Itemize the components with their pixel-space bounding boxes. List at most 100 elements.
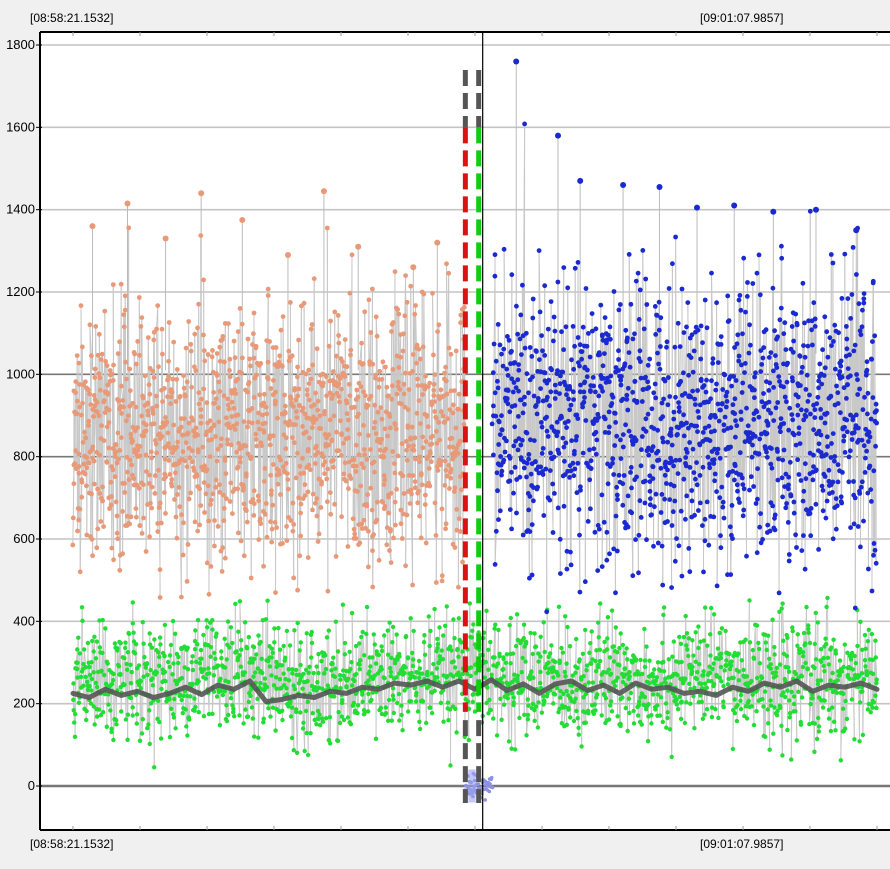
point-s0-1091	[400, 441, 405, 446]
point-s0-631	[261, 564, 266, 569]
point-s0-273	[153, 491, 158, 496]
point-s0-973	[365, 457, 370, 462]
point-s0-68	[90, 445, 95, 450]
point-s1-170	[540, 348, 545, 353]
point-s2-422	[260, 671, 264, 675]
point-s1-435	[618, 378, 623, 383]
point-s2-576	[328, 741, 332, 745]
point-s2-1306	[655, 703, 659, 707]
point-s2-116	[122, 656, 126, 660]
point-s2-1114	[568, 715, 572, 719]
point-s1-24	[497, 420, 502, 425]
point-s0-942	[356, 395, 361, 400]
point-s1-499	[639, 463, 644, 468]
point-s0-641	[264, 405, 269, 410]
point-s2-134	[131, 600, 135, 604]
point-s1-300	[579, 357, 584, 362]
point-s1-1147	[829, 343, 834, 348]
point-s1-1123	[823, 474, 828, 479]
point-s1-1182	[840, 375, 845, 380]
point-s1-1060	[804, 408, 809, 413]
point-s0-846	[326, 443, 331, 448]
point-s1-1076	[808, 533, 813, 538]
point-s0-600	[252, 488, 257, 493]
point-s0-133	[111, 378, 116, 383]
point-s0-482	[216, 380, 221, 385]
point-s1-1214	[850, 437, 855, 442]
point-s1-481	[632, 331, 637, 336]
point-s1-1102	[816, 385, 821, 390]
point-s2-732	[397, 654, 401, 658]
point-s2-175	[148, 668, 152, 672]
point-s2-257	[185, 733, 189, 737]
point-s2-1628	[799, 723, 803, 727]
point-s1-1238	[856, 524, 861, 529]
point-s1-819	[733, 396, 738, 401]
point-s0-730	[291, 501, 296, 506]
point-s1-896	[755, 466, 760, 471]
point-s0-738	[294, 476, 299, 481]
point-s2-1516	[748, 640, 752, 644]
point-s1-262	[567, 475, 572, 480]
point-s2-1543	[760, 676, 764, 680]
point-s0-152	[116, 457, 121, 462]
point-s0-571	[244, 444, 249, 449]
point-s2-403	[251, 716, 255, 720]
point-s1-722	[704, 390, 709, 395]
point-s0-761	[300, 456, 305, 461]
point-s1-325	[586, 331, 591, 336]
point-s2-609	[343, 652, 347, 656]
point-s2-120	[125, 662, 129, 666]
point-s0-984	[368, 330, 373, 335]
point-s2-832	[443, 624, 447, 628]
point-s2-1017	[526, 713, 530, 717]
point-s1-1180	[839, 494, 844, 499]
point-s2-450	[272, 640, 276, 644]
point-s1-58	[507, 338, 512, 343]
point-s1-986	[782, 448, 787, 453]
point-s2-137	[131, 631, 135, 635]
point-s2-497	[293, 687, 297, 691]
point-s0-373	[183, 394, 188, 399]
point-s2-993	[515, 612, 519, 616]
point-s2-712	[389, 656, 393, 660]
point-s0-1291	[460, 560, 465, 565]
point-s1-229	[558, 381, 563, 386]
point-s2-153	[139, 679, 143, 683]
point-s2-1766	[860, 689, 864, 693]
point-s0-486	[218, 389, 223, 394]
point-s0-18	[77, 361, 82, 366]
point-s0-354	[178, 394, 183, 399]
point-s1-686	[693, 402, 698, 407]
point-s1-975	[779, 416, 784, 421]
spike-point-s1-9	[853, 227, 859, 233]
point-s2-1648	[808, 641, 812, 645]
point-s1-534	[648, 502, 653, 507]
point-s2-1647	[807, 631, 811, 635]
point-s2-11	[75, 675, 79, 679]
point-s1-287	[576, 335, 581, 340]
point-s1-1177	[839, 359, 844, 364]
point-s1-955	[772, 328, 777, 333]
point-s0-82	[96, 353, 101, 358]
point-s0-382	[186, 319, 191, 324]
point-s2-1586	[779, 724, 783, 728]
point-s1-581	[662, 497, 667, 502]
point-s0-1257	[451, 403, 456, 408]
point-s0-712	[286, 487, 291, 492]
point-s1-846	[740, 381, 745, 386]
point-s1-1207	[847, 352, 852, 357]
spike-point-s0-3	[198, 190, 204, 196]
point-s0-35	[81, 440, 86, 445]
point-s1-1058	[803, 413, 808, 418]
point-s2-1449	[719, 656, 723, 660]
point-s2-477	[284, 686, 288, 690]
point-s2-951	[496, 628, 500, 632]
point-s1-969	[776, 374, 781, 379]
point-s0-858	[329, 438, 334, 443]
point-s2-384	[243, 620, 247, 624]
point-s2-332	[219, 649, 223, 653]
point-s2-889	[469, 674, 473, 678]
point-s0-1006	[374, 314, 379, 319]
